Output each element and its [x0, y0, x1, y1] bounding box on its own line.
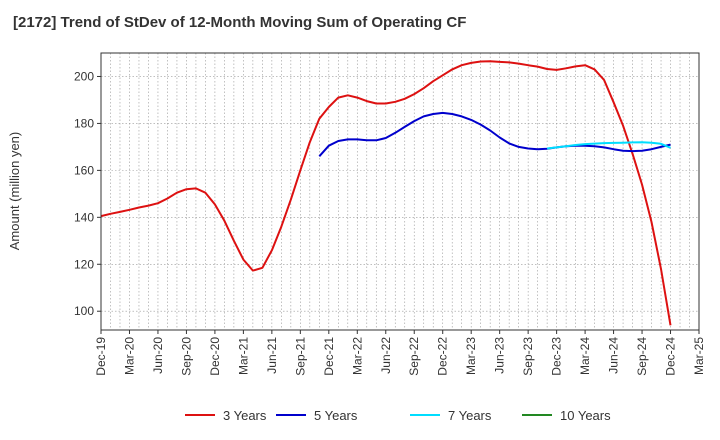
- x-tick-label: Dec-20: [208, 337, 222, 376]
- chart-title: [2172] Trend of StDev of 12-Month Moving…: [13, 14, 467, 31]
- x-tick-label: Jun-21: [265, 337, 279, 374]
- y-axis-ticks: 100 120 140 160 180 200: [74, 69, 101, 318]
- series-line-3-years: [100, 60, 672, 326]
- series-line-7-years: [546, 141, 671, 150]
- x-tick-label: Jun-24: [607, 337, 621, 374]
- x-tick-label: Sep-22: [407, 337, 421, 376]
- legend-label: 7 Years: [448, 408, 492, 423]
- legend-label: 5 Years: [314, 408, 358, 423]
- legend: 3 Years 5 Years 7 Years 10 Years: [185, 408, 611, 423]
- legend-label: 10 Years: [560, 408, 611, 423]
- legend-label: 3 Years: [223, 408, 267, 423]
- x-tick-label: Dec-19: [94, 337, 108, 376]
- x-tick-label: Jun-20: [151, 337, 165, 374]
- x-tick-label: Sep-21: [293, 337, 307, 376]
- y-tick-label: 180: [74, 116, 94, 130]
- x-axis-ticks: Dec-19 Mar-20 Jun-20 Sep-20 Dec-20 Mar-21 Jun-…: [94, 330, 706, 376]
- y-tick-label: 160: [74, 163, 94, 177]
- x-tick-label: Sep-20: [179, 337, 193, 376]
- y-axis-title: Amount (million yen): [7, 132, 22, 251]
- x-tick-label: Dec-21: [322, 337, 336, 376]
- series-lines: [100, 60, 672, 326]
- plot-frame: [100, 52, 700, 331]
- x-tick-label: Mar-24: [578, 337, 592, 375]
- x-tick-label: Dec-22: [436, 337, 450, 376]
- x-tick-label: Sep-24: [635, 337, 649, 376]
- x-tick-label: Mar-25: [692, 337, 706, 375]
- x-tick-label: Dec-24: [664, 337, 678, 376]
- x-tick-label: Sep-23: [521, 337, 535, 376]
- legend-item: 3 Years: [185, 408, 267, 423]
- x-tick-label: Jun-23: [493, 337, 507, 374]
- x-tick-label: Mar-22: [350, 337, 364, 375]
- x-tick-label: Dec-23: [550, 337, 564, 376]
- legend-item: 5 Years: [276, 408, 358, 423]
- x-tick-label: Mar-23: [464, 337, 478, 375]
- series-line-5-years: [318, 111, 671, 157]
- y-tick-label: 100: [74, 304, 94, 318]
- legend-item: 10 Years: [522, 408, 611, 423]
- y-tick-label: 200: [74, 69, 94, 83]
- legend-item: 7 Years: [410, 408, 492, 423]
- y-tick-label: 120: [74, 257, 94, 271]
- x-tick-label: Mar-21: [236, 337, 250, 375]
- x-tick-label: Mar-20: [122, 337, 136, 375]
- x-tick-label: Jun-22: [379, 337, 393, 374]
- y-tick-label: 140: [74, 210, 94, 224]
